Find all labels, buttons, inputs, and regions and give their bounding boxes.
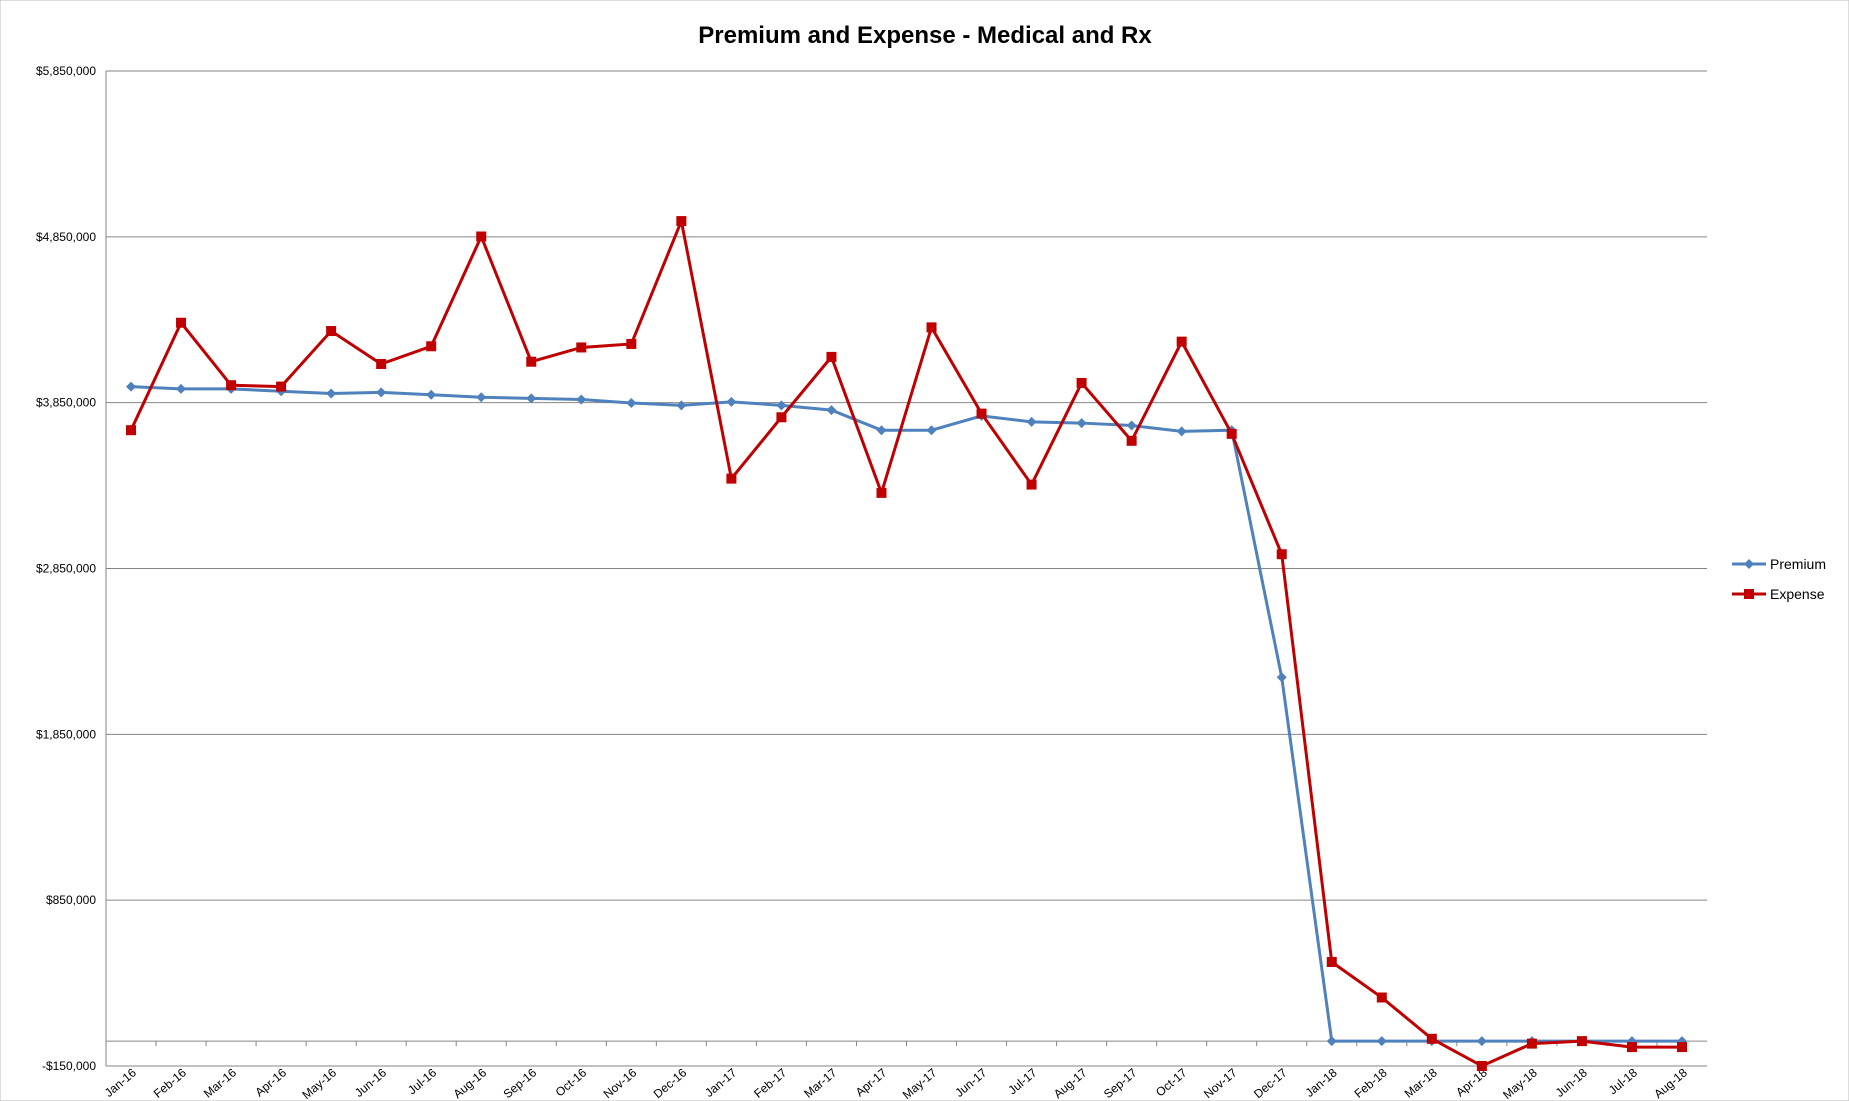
point [1176, 426, 1187, 437]
point [876, 487, 887, 498]
point [1376, 992, 1387, 1003]
point [326, 388, 337, 399]
point [976, 408, 987, 419]
point [126, 381, 137, 392]
chart-title: Premium and Expense - Medical and Rx [698, 22, 1152, 49]
point [1326, 1036, 1337, 1047]
point [376, 387, 387, 398]
point [476, 392, 487, 403]
point [1076, 377, 1087, 388]
point [126, 425, 137, 436]
point [1526, 1038, 1537, 1049]
point [776, 400, 787, 411]
y-tick-label: $850,000 [46, 893, 96, 907]
point [876, 425, 887, 436]
point [1276, 549, 1287, 560]
point [1476, 1061, 1487, 1071]
y-tick-label: $5,850,000 [36, 64, 96, 78]
point [176, 317, 187, 328]
point [776, 412, 787, 423]
point [1126, 435, 1137, 446]
legend-marker [1744, 589, 1754, 599]
point [1176, 336, 1187, 347]
point [176, 383, 187, 394]
y-tick-label: $3,850,000 [36, 396, 96, 410]
point [476, 231, 487, 242]
point [1076, 418, 1087, 429]
point [1426, 1033, 1437, 1044]
point [1676, 1042, 1687, 1053]
point [1376, 1036, 1387, 1047]
legend-label: Premium [1770, 556, 1826, 572]
point [1276, 672, 1287, 683]
point [1026, 416, 1037, 427]
point [326, 326, 337, 337]
point [626, 338, 637, 349]
point [1026, 479, 1037, 490]
point [526, 356, 537, 367]
point [726, 473, 737, 484]
point [676, 216, 687, 227]
point [1626, 1042, 1637, 1053]
series-line [130, 385, 1682, 1043]
point [576, 342, 587, 353]
point [626, 397, 637, 408]
point [926, 322, 937, 333]
point [276, 381, 287, 392]
point [1476, 1036, 1487, 1047]
point [1126, 420, 1137, 431]
y-tick-label: -$150,000 [42, 1059, 96, 1073]
y-tick-label: $2,850,000 [36, 562, 96, 576]
point [676, 400, 687, 411]
point [426, 341, 437, 352]
legend-marker [1744, 559, 1754, 569]
point [376, 359, 387, 370]
point [1326, 957, 1337, 968]
y-tick-label: $1,850,000 [36, 727, 96, 741]
point [1226, 428, 1237, 439]
point [826, 351, 837, 362]
y-tick-label: $4,850,000 [36, 230, 96, 244]
point [576, 394, 587, 405]
point [426, 389, 437, 400]
legend-label: Expense [1770, 586, 1825, 602]
point [526, 393, 537, 404]
point [826, 405, 837, 416]
point [1576, 1036, 1587, 1047]
series-line [129, 215, 1682, 1068]
point [726, 396, 737, 407]
point [926, 425, 937, 436]
point [226, 380, 237, 391]
